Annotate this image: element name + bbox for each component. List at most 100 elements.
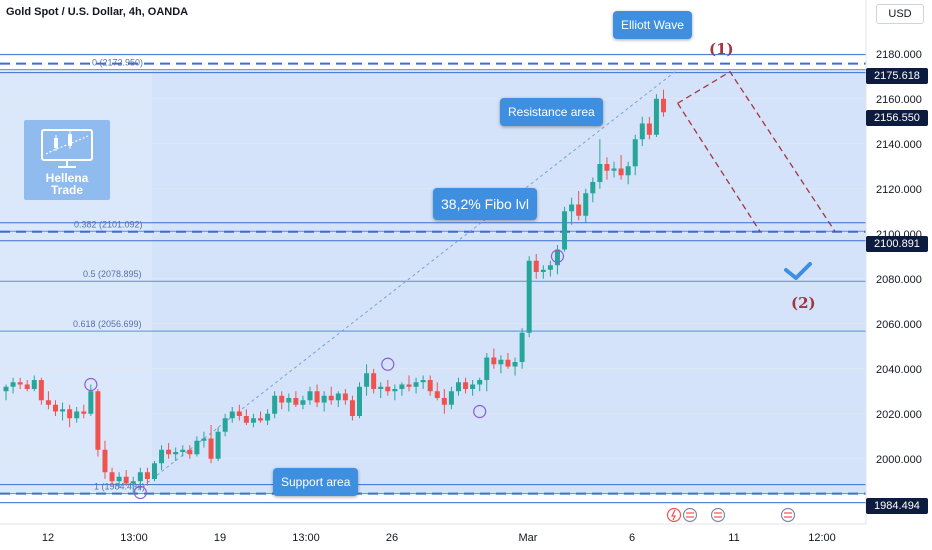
fibo-price-tag: 2100.891 (866, 236, 928, 252)
candle-body (519, 332, 525, 362)
candle-body (597, 164, 603, 182)
candle-body (286, 398, 292, 403)
hellena-logo: Hellena Trade (24, 120, 110, 200)
candle-body (109, 472, 115, 482)
candle (413, 377, 419, 394)
candle-body (448, 391, 454, 405)
candle (533, 254, 539, 279)
candle-body (554, 249, 560, 266)
candle (95, 389, 101, 457)
candle-body (569, 204, 575, 212)
candle-body (222, 418, 228, 432)
candle-body (151, 463, 157, 479)
candle-body (491, 357, 497, 365)
candle (448, 386, 454, 410)
chart-title: Gold Spot / U.S. Dollar, 4h, OANDA (6, 6, 189, 18)
candle (661, 89, 667, 117)
candle-body (335, 393, 341, 401)
candle (420, 375, 426, 389)
y-tick-label: 2000.000 (876, 454, 922, 466)
candle (399, 382, 405, 396)
candle (519, 328, 525, 369)
candle-body (236, 411, 242, 416)
candle (632, 134, 638, 176)
candle (625, 161, 631, 185)
x-tick-label: 6 (629, 532, 635, 544)
us-flag-icon[interactable] (682, 507, 698, 523)
candle (300, 395, 306, 410)
y-tick-label: 2120.000 (876, 184, 922, 196)
candle (159, 445, 165, 470)
fibo-level-callout: 38,2% Fibo lvl (433, 188, 537, 220)
candle-body (166, 449, 172, 455)
swing-circle-0 (84, 377, 98, 392)
candle-body (420, 380, 426, 383)
candle-body (364, 373, 370, 387)
lightning-icon[interactable] (666, 507, 682, 523)
resistance-price-tag: 2175.618 (866, 68, 928, 84)
candle (441, 389, 447, 414)
x-tick-label: 26 (386, 532, 398, 544)
candle (364, 364, 370, 396)
logo-text-line1: Hellena (45, 171, 89, 185)
x-tick-label: 11 (728, 532, 739, 544)
candle (258, 411, 264, 423)
projection-path-a (677, 102, 761, 232)
candle-body (547, 265, 553, 270)
candle (371, 368, 377, 394)
candle-body (130, 481, 136, 484)
x-tick-label: 13:00 (120, 532, 148, 544)
check-icon (784, 262, 812, 280)
y-tick-label: 2080.000 (876, 274, 922, 286)
candle (243, 409, 249, 425)
candle-body (342, 393, 348, 401)
candle (349, 395, 355, 421)
candle-body (258, 418, 264, 421)
candle (102, 440, 108, 479)
projection-path-b (677, 70, 836, 232)
y-tick-label: 2160.000 (876, 94, 922, 106)
candle (590, 177, 596, 203)
time-axis-bg (0, 524, 932, 550)
candle-body (81, 411, 87, 414)
candle (201, 431, 207, 448)
x-tick-label: 12:00 (808, 532, 836, 544)
candle-body (95, 391, 101, 450)
candle-body (17, 382, 23, 385)
candle-body (265, 413, 271, 421)
us-flag-icon[interactable] (780, 507, 796, 523)
us-flag-icon[interactable] (710, 507, 726, 523)
candle-body (243, 416, 249, 423)
candle (3, 384, 9, 401)
candle (547, 260, 553, 277)
candle-body (173, 452, 179, 455)
elliott-wave-callout: Elliott Wave (613, 11, 692, 39)
candle (540, 265, 546, 279)
candle-body (399, 384, 405, 389)
candle-body (618, 168, 624, 176)
candle-body (60, 409, 66, 412)
candle (279, 391, 285, 410)
candle (463, 377, 469, 394)
candle-body (661, 98, 667, 113)
swing-markers (84, 249, 565, 500)
wave-2-label: (2) (791, 294, 816, 312)
wave-projections (677, 70, 836, 280)
candle-body (540, 269, 546, 272)
candle (45, 391, 51, 410)
candle (378, 382, 384, 398)
event-icons[interactable] (666, 507, 796, 523)
candle-body (74, 411, 80, 419)
candle-body (512, 362, 518, 367)
candle (385, 380, 391, 396)
currency-button[interactable]: USD (876, 4, 924, 24)
candle-body (583, 193, 589, 216)
candle (653, 94, 659, 137)
candle-body (441, 398, 447, 405)
candle-body (576, 204, 582, 216)
candle (512, 357, 518, 376)
candle (194, 436, 200, 457)
candle (455, 377, 461, 396)
